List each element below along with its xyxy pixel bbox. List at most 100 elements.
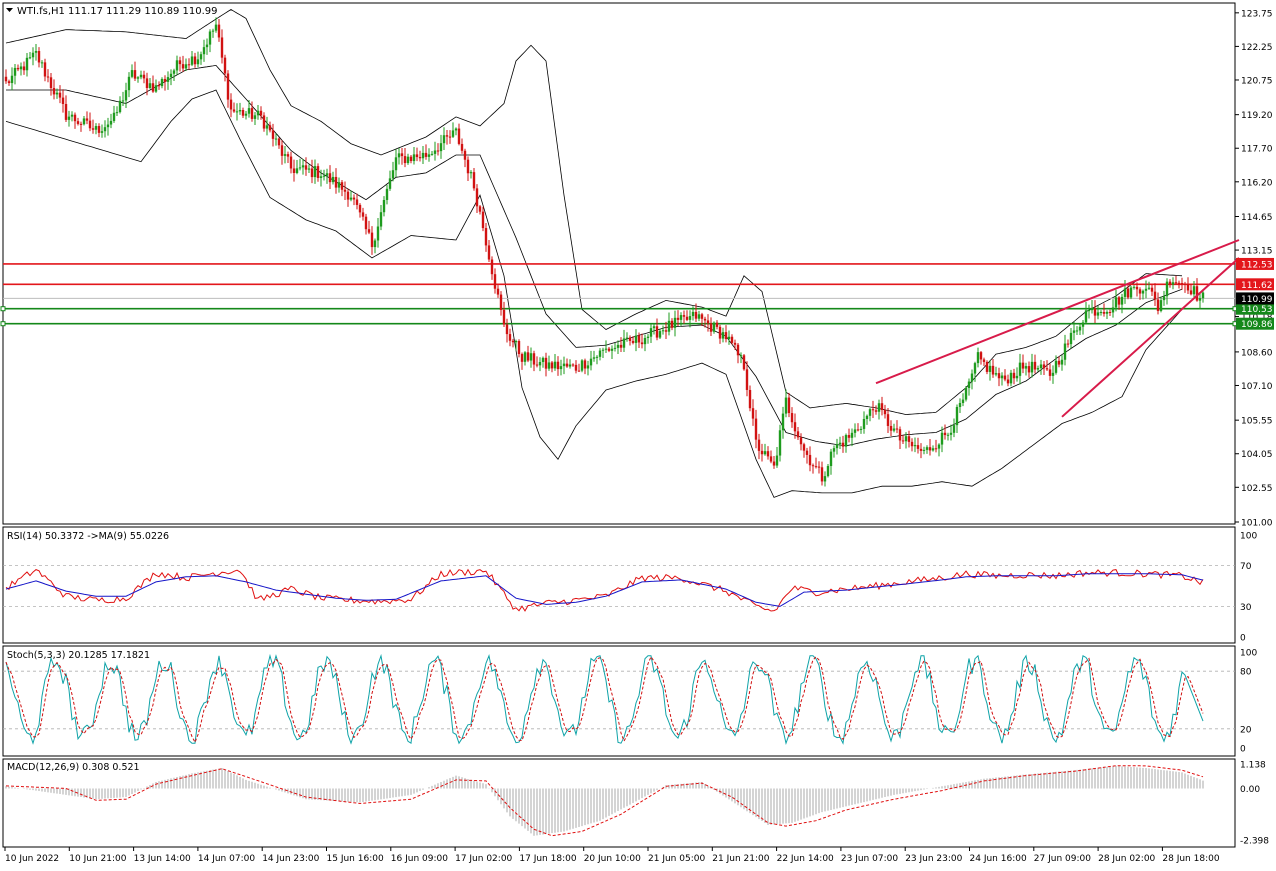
candle-body [43,62,47,77]
candle-body [622,338,626,348]
time-tick-label: 23 Jun 23:00 [905,854,962,864]
candle-body [244,113,248,116]
candle-body [586,365,590,369]
candle-body [448,136,452,138]
candle-body [637,335,641,343]
candle-body [964,388,968,400]
candle-body [643,337,647,345]
stoch-layer [3,653,1235,745]
candle-body [577,370,581,372]
candle-body [415,154,419,158]
dropdown-triangle-icon[interactable] [6,8,13,12]
candle-body [1060,359,1064,365]
candle-body [178,60,182,65]
candle-body [697,314,701,319]
candle-body [361,212,365,217]
rsi-label: RSI(14) 50.3372 ->MA(9) 55.0226 [7,531,169,542]
candle-body [187,64,191,66]
candle-body [373,240,377,248]
bollinger-lower-line [5,89,1183,498]
candle-body [1111,307,1115,313]
price-tick-label: 108.60 [1241,348,1273,358]
candle-body [1120,296,1124,305]
candle-body [718,326,722,339]
candle-body [436,150,440,152]
candle-body [427,154,431,157]
time-tick-label: 10 Jun 2022 [5,854,59,864]
candle-body [1138,289,1142,294]
candle-body [211,30,215,32]
candle-body [793,422,797,432]
candle-body [223,57,227,74]
candle-body [865,415,869,419]
candle-body [1069,332,1073,345]
candle-body [661,330,665,332]
candle-body [1081,322,1085,327]
level-tag-label: 110.53 [1241,305,1273,315]
candle-body [19,66,23,70]
candle-body [556,361,560,370]
candle-body [757,439,761,451]
candle-body [466,159,470,174]
candle-body [385,188,389,200]
candle-body [241,110,245,116]
level-handle-left [0,306,6,312]
candle-body [919,448,923,451]
candle-body [268,125,272,131]
candle-body [607,348,611,351]
candle-body [928,447,932,451]
price-tick-label: 120.75 [1241,76,1273,86]
level-tag [1236,257,1274,270]
candle-body [421,152,425,159]
candle-body [1135,286,1139,290]
candle-body [841,442,845,447]
candle-body [52,88,56,95]
candle-body [565,363,569,367]
candle-body [907,436,911,442]
candle-body [1096,312,1100,316]
rsi-panel[interactable] [2,526,1236,644]
candle-body [106,124,110,128]
candle-body [988,365,992,372]
candle-body [82,118,86,125]
candle-body [379,212,383,227]
candle-body [262,115,266,129]
candle-body [1105,311,1109,314]
candle-body [523,352,527,362]
candle-body [970,373,974,382]
macd-panel[interactable] [2,758,1236,848]
candle-body [700,314,704,319]
candle-body [370,232,374,248]
candle-body [1006,379,1010,384]
time-tick-label: 21 Jun 05:00 [648,854,705,864]
candle-body [169,73,173,78]
candle-body [1102,312,1106,314]
candle-body [553,361,557,369]
candle-body [136,77,140,79]
candle-body [754,418,758,440]
candle-body [574,364,578,371]
candle-body [1021,362,1025,369]
candle-body [271,130,275,139]
candle-body [250,108,254,119]
candle-body [1042,364,1046,369]
level-tag-label: 109.86 [1241,320,1273,330]
candle-body [769,456,773,462]
stoch-tick-label: 0 [1240,745,1246,755]
candle-body [1036,368,1040,370]
candle-body [1057,360,1061,365]
candle-body [535,364,539,366]
candle-body [280,145,284,156]
candle-body [487,245,491,260]
stoch-panel[interactable] [2,645,1236,757]
candle-body [880,403,884,411]
candle-body [814,466,818,468]
candle-body [1051,372,1055,376]
candle-body [130,70,134,77]
candle-body [592,357,596,359]
candle-body [289,156,293,169]
candle-body [913,445,917,447]
candle-body [1012,372,1016,379]
